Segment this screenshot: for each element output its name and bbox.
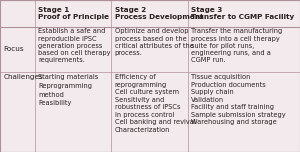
- Text: Focus: Focus: [4, 46, 24, 52]
- Text: Stage 3
Transfer to CGMP Facility: Stage 3 Transfer to CGMP Facility: [191, 7, 294, 20]
- Text: Starting materials
Reprogramming
method
Feasibility: Starting materials Reprogramming method …: [38, 74, 98, 106]
- Text: Challenges: Challenges: [4, 74, 43, 80]
- Text: Stage 2
Process Development: Stage 2 Process Development: [115, 7, 203, 20]
- Text: Tissue acquisition
Production documents
Supply chain
Validation
Facility and sta: Tissue acquisition Production documents …: [191, 74, 286, 125]
- Text: Stage 1
Proof of Principle: Stage 1 Proof of Principle: [38, 7, 109, 20]
- Text: Efficiency of
reprogramming
Cell culture system
Sensitivity and
robustness of iP: Efficiency of reprogramming Cell culture…: [115, 74, 195, 133]
- Text: Transfer the manufacturing
process into a cell therapy
suite for pilot runs,
eng: Transfer the manufacturing process into …: [191, 28, 282, 63]
- Text: Optimize and develop
process based on the
critical attributes of the
process.: Optimize and develop process based on th…: [115, 28, 194, 56]
- Text: Establish a safe and
reproducible iPSC
generation process
based on cell therapy
: Establish a safe and reproducible iPSC g…: [38, 28, 111, 63]
